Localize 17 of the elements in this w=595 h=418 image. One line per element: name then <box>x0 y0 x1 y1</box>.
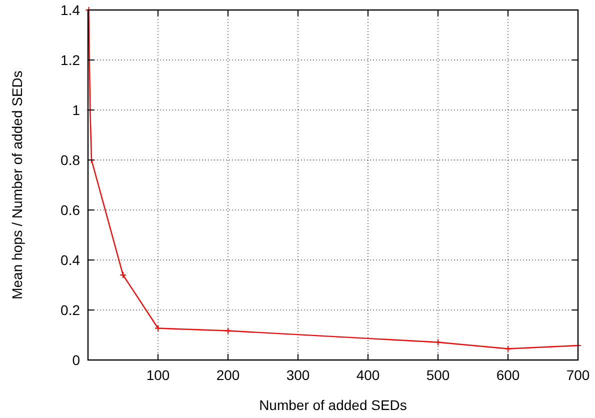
y-tick-label: 1.2 <box>60 52 80 68</box>
x-tick-label: 600 <box>496 367 520 383</box>
y-tick-label: 1 <box>72 102 80 118</box>
y-tick-label: 0 <box>72 352 80 368</box>
x-tick-label: 300 <box>286 367 310 383</box>
y-tick-label: 0.8 <box>60 152 80 168</box>
x-tick-label: 500 <box>426 367 450 383</box>
x-axis-title: Number of added SEDs <box>259 397 407 413</box>
y-tick-label: 1.4 <box>60 2 80 18</box>
x-tick-label: 200 <box>216 367 240 383</box>
x-tick-label: 100 <box>146 367 170 383</box>
x-tick-label: 400 <box>356 367 380 383</box>
y-tick-label: 0.6 <box>60 202 80 218</box>
y-tick-label: 0.4 <box>60 252 80 268</box>
y-tick-label: 0.2 <box>60 302 80 318</box>
y-axis-title: Mean hops / Number of added SEDs <box>9 70 25 300</box>
x-tick-label: 700 <box>566 367 590 383</box>
